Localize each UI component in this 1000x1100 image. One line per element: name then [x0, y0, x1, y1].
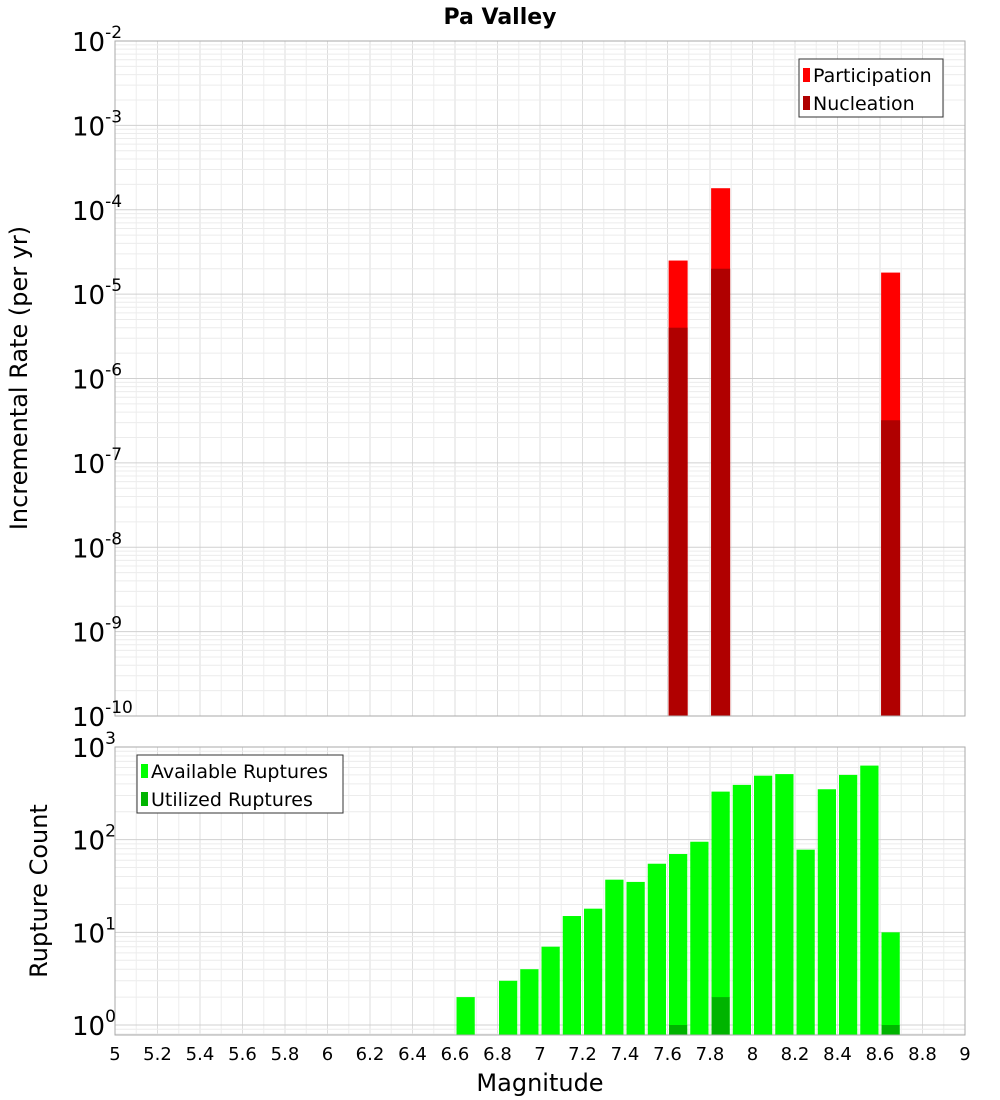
x-tick-label: 9 [959, 1044, 970, 1065]
bar-available-ruptures [860, 765, 879, 1035]
bar-available-ruptures [520, 969, 539, 1035]
bar-available-ruptures [647, 863, 666, 1035]
y-tick-label: 10-10 [72, 698, 133, 733]
x-tick-label: 5 [109, 1044, 120, 1065]
legend-label: Utilized Ruptures [151, 789, 313, 811]
bar-utilized-ruptures [669, 1025, 688, 1035]
x-tick-label: 6 [322, 1044, 333, 1065]
x-tick-label: 5.8 [271, 1044, 300, 1065]
y-tick-label: 10-2 [72, 23, 122, 58]
x-tick-label: 7.8 [696, 1044, 725, 1065]
x-tick-label: 8.2 [781, 1044, 810, 1065]
bottom-y-axis-title: Rupture Count [25, 804, 53, 978]
bar-available-ruptures [499, 980, 518, 1035]
bar-available-ruptures [775, 774, 794, 1035]
bar-available-ruptures [626, 881, 645, 1035]
bar-available-ruptures [754, 775, 773, 1035]
bar-available-ruptures [562, 916, 581, 1035]
legend-swatch [141, 764, 148, 778]
x-tick-label: 6.6 [441, 1044, 470, 1065]
bar-nucleation [711, 268, 731, 716]
bar-available-ruptures [839, 774, 858, 1035]
bar-available-ruptures [817, 789, 836, 1035]
x-tick-label: 5.2 [143, 1044, 172, 1065]
x-tick-label: 8 [747, 1044, 758, 1065]
x-tick-label: 8.4 [823, 1044, 852, 1065]
plot-frame [114, 40, 966, 717]
legend-box [136, 754, 344, 814]
y-tick-label: 10-6 [72, 361, 122, 396]
legend-label: Available Ruptures [151, 761, 328, 783]
bar-available-ruptures [584, 908, 603, 1035]
y-tick-label: 103 [72, 729, 116, 764]
y-tick-label: 100 [72, 1007, 116, 1042]
x-tick-label: 5.6 [228, 1044, 257, 1065]
y-tick-label: 102 [72, 822, 116, 857]
bar-available-ruptures [711, 791, 730, 1035]
y-tick-label: 10-4 [72, 192, 122, 227]
legend-swatch [803, 96, 810, 110]
y-tick-label: 101 [72, 914, 116, 949]
bar-nucleation [668, 327, 688, 716]
bottom-plot-area: 103 102 101 100 Available Ruptures Utilized R… [72, 729, 971, 1065]
x-tick-label: 6.8 [483, 1044, 512, 1065]
bar-nucleation [881, 420, 901, 716]
x-tick-label: 6.2 [356, 1044, 385, 1065]
x-tick-label: 7.2 [568, 1044, 597, 1065]
x-tick-label: 5.4 [186, 1044, 215, 1065]
legend-swatch [141, 792, 148, 806]
legend-label: Participation [813, 65, 932, 87]
x-tick-label: 8.8 [908, 1044, 937, 1065]
y-tick-label: 10-7 [72, 445, 122, 480]
bar-utilized-ruptures [881, 1025, 900, 1035]
bar-available-ruptures [881, 932, 900, 1035]
y-tick-label: 10-8 [72, 529, 122, 564]
y-tick-label: 10-5 [72, 276, 122, 311]
legend-label: Nucleation [813, 93, 915, 115]
bar-available-ruptures [456, 997, 475, 1035]
top-plot-area: 10-2 10-3 10-4 10-5 10-6 10-7 10-8 10-9 10-10 Par… [72, 23, 966, 733]
x-tick-label: 8.6 [866, 1044, 895, 1065]
legend-swatch [803, 68, 810, 82]
bar-available-ruptures [796, 849, 815, 1035]
x-tick-label: 7.4 [611, 1044, 640, 1065]
y-tick-label: 10-9 [72, 614, 122, 649]
bar-available-ruptures [669, 854, 688, 1035]
legend-box [798, 58, 944, 118]
x-axis-title: Magnitude [476, 1069, 603, 1097]
x-tick-label: 6.4 [398, 1044, 427, 1065]
y-tick-label: 10-3 [72, 107, 122, 142]
bar-available-ruptures [690, 841, 709, 1035]
plot-frame [114, 746, 966, 1036]
x-tick-label: 7 [534, 1044, 545, 1065]
top-y-axis-title: Incremental Rate (per yr) [5, 226, 33, 530]
x-tick-label: 7.6 [653, 1044, 682, 1065]
bar-available-ruptures [541, 946, 560, 1035]
bar-utilized-ruptures [711, 997, 730, 1035]
bar-available-ruptures [605, 879, 624, 1035]
chart-title: Pa Valley [443, 5, 556, 30]
bar-available-ruptures [732, 784, 751, 1035]
